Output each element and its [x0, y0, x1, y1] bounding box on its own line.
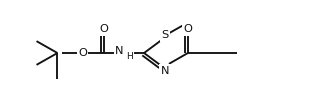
Text: H: H: [126, 52, 133, 61]
Text: S: S: [161, 30, 169, 40]
Text: O: O: [183, 24, 192, 34]
Text: O: O: [100, 24, 109, 34]
Text: N: N: [115, 46, 123, 56]
Text: N: N: [161, 66, 169, 76]
Text: O: O: [78, 48, 87, 58]
